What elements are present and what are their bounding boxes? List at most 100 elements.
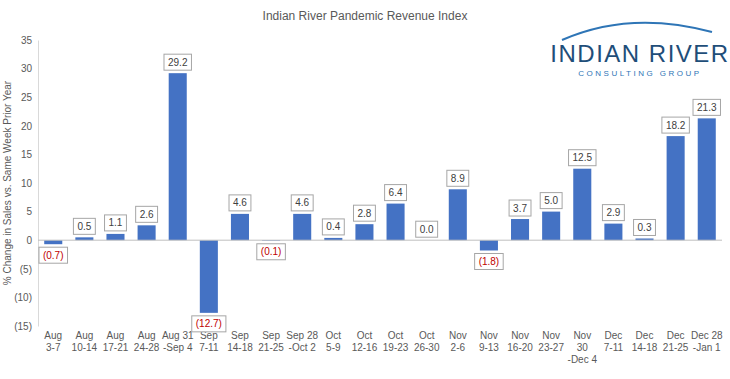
x-tick-label-line: Nov: [542, 330, 560, 341]
x-tick-label: Aug10-14: [72, 330, 98, 353]
x-tick-label: Sep21-25: [258, 330, 284, 353]
logo-subtitle: CONSULTING GROUP: [578, 69, 701, 78]
x-tick-label-line: Aug: [44, 330, 62, 341]
data-label-text: 0.0: [420, 224, 434, 235]
data-label-text: 0.4: [326, 221, 340, 232]
data-label: 2.8: [353, 205, 375, 221]
data-label-text: 3.7: [513, 203, 527, 214]
x-tick: Nov23-27: [538, 326, 564, 353]
x-tick-label-line: 16-20: [507, 342, 533, 353]
x-tick-label-line: 19-23: [383, 342, 409, 353]
y-tick-label: 25: [21, 92, 33, 103]
data-label-box: [509, 200, 531, 216]
x-tick-label-line: 17-21: [103, 342, 129, 353]
x-tick: Aug 31-Sep 4: [162, 326, 194, 353]
data-label: (0.1): [257, 244, 286, 260]
data-label-box: [569, 150, 596, 166]
data-label: 5.0: [540, 193, 562, 209]
x-tick-label-line: Oct: [326, 330, 342, 341]
x-tick: Oct5-9: [326, 326, 342, 353]
x-tick: Nov16-20: [507, 326, 533, 353]
x-tick-label-line: 7-11: [604, 342, 624, 353]
data-label-text: 0.5: [77, 221, 91, 232]
x-tick-label-line: 30: [577, 342, 589, 353]
data-label-box: [353, 205, 375, 221]
x-tick-label: Dec7-11: [604, 330, 624, 353]
data-label-box: [693, 99, 720, 115]
data-label-text: 6.4: [389, 187, 403, 198]
chart: Indian River Pandemic Revenue Index% Cha…: [0, 0, 730, 379]
data-label-text: 29.2: [168, 57, 188, 68]
x-tick-label: Aug24-28: [134, 330, 160, 353]
data-label-text: (0.7): [43, 250, 64, 261]
y-tick-label: 10: [21, 178, 33, 189]
logo-name: INDIAN RIVER: [550, 40, 729, 67]
x-tick-label-line: Nov: [511, 330, 529, 341]
y-tick-label: 30: [21, 63, 33, 74]
data-label-box: [164, 54, 191, 70]
x-tick-label-line: Oct: [419, 330, 435, 341]
y-tick: (10): [14, 292, 38, 303]
y-tick: 10: [21, 178, 38, 189]
data-label-text: 12.5: [573, 152, 593, 163]
bar: [449, 189, 467, 240]
data-label-box: [602, 205, 624, 221]
x-tick: Nov2-6: [449, 326, 467, 353]
data-label-text: 2.8: [357, 208, 371, 219]
y-tick: 20: [21, 121, 38, 132]
x-tick: Nov9-13: [479, 326, 499, 353]
x-tick-label: Nov30-Dec 4: [568, 330, 598, 365]
x-tick-label-line: 10-14: [72, 342, 98, 353]
bar: [231, 214, 249, 240]
x-tick-label-line: -Jan 1: [693, 342, 721, 353]
y-tick-label: 15: [21, 149, 33, 160]
x-tick-label: Sep7-11: [199, 330, 219, 353]
x-tick: Nov30-Dec 4: [568, 326, 598, 365]
data-label-text: 4.6: [295, 197, 309, 208]
y-tick-label: (15): [14, 321, 32, 332]
x-tick-label-line: 21-25: [258, 342, 284, 353]
x-tick-label-line: Aug: [138, 330, 156, 341]
data-label-box: [192, 316, 226, 332]
y-tick: (15): [14, 321, 38, 332]
data-label: (0.7): [39, 247, 68, 263]
x-tick-label: Dec 28-Jan 1: [691, 330, 723, 353]
x-tick-label: Dec14-18: [632, 330, 658, 353]
data-label: 29.2: [164, 54, 191, 70]
x-tick: Aug10-14: [72, 326, 98, 353]
data-label: 12.5: [569, 150, 596, 166]
bar: [573, 169, 591, 241]
x-tick-label-line: 14-18: [227, 342, 253, 353]
data-label-text: 8.9: [451, 173, 465, 184]
x-tick-label: Aug17-21: [103, 330, 129, 353]
x-tick: Sep21-25: [258, 326, 284, 353]
data-label-text: (0.1): [261, 246, 282, 257]
x-tick: Aug24-28: [134, 326, 160, 353]
bar: [698, 118, 716, 240]
x-tick-label: Oct26-30: [414, 330, 440, 353]
x-axis-line: [39, 326, 723, 327]
x-tick-label-line: 5-9: [326, 342, 341, 353]
x-tick-label-line: Nov: [573, 330, 591, 341]
bar: [106, 234, 124, 240]
x-tick-label: Nov16-20: [507, 330, 533, 353]
data-labels: (0.7)0.51.12.629.2(12.7)4.6(0.1)4.60.42.…: [39, 54, 721, 332]
bar: [542, 212, 560, 241]
data-label-box: [634, 219, 656, 235]
data-label: 21.3: [693, 99, 720, 115]
x-tick: Dec14-18: [632, 326, 658, 353]
logo-arc: [562, 23, 712, 40]
x-tick-label: Oct12-16: [352, 330, 378, 353]
data-label: 2.6: [136, 206, 158, 222]
bar: [604, 224, 622, 241]
data-label-text: 2.9: [606, 207, 620, 218]
data-label: 1.1: [105, 215, 127, 231]
x-tick-label-line: 7-11: [199, 342, 219, 353]
x-tick-label: Oct19-23: [383, 330, 409, 353]
x-tick: Sep 28-Oct 2: [286, 326, 318, 353]
zero-line: [38, 240, 722, 241]
x-tick-label-line: Dec: [667, 330, 685, 341]
x-tick-label-line: Dec: [604, 330, 622, 341]
y-tick-label: (10): [14, 292, 32, 303]
x-tick: Aug3-7: [44, 326, 62, 353]
